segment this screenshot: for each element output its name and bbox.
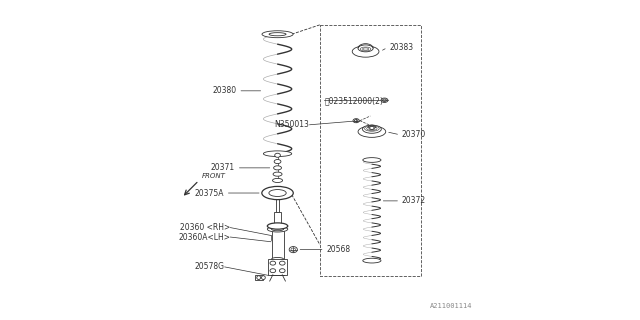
Ellipse shape [291,248,296,251]
Ellipse shape [363,158,381,162]
Ellipse shape [273,172,282,176]
Ellipse shape [352,46,379,57]
Ellipse shape [358,126,386,137]
Text: 20360A<LH>: 20360A<LH> [179,233,230,242]
Ellipse shape [363,258,381,263]
Ellipse shape [270,269,276,273]
Ellipse shape [257,276,260,279]
Ellipse shape [273,178,283,182]
Text: 20568: 20568 [326,245,351,254]
Ellipse shape [381,98,388,102]
Ellipse shape [383,99,387,101]
Ellipse shape [268,226,288,232]
Ellipse shape [271,228,284,231]
Ellipse shape [280,261,285,265]
FancyBboxPatch shape [255,275,263,280]
Text: 20360 <RH>: 20360 <RH> [180,223,230,232]
Ellipse shape [264,151,292,156]
Text: ⓝ023512000(2): ⓝ023512000(2) [324,96,383,105]
Ellipse shape [275,153,280,157]
Ellipse shape [269,33,286,36]
Text: 20372: 20372 [402,196,426,205]
Ellipse shape [362,125,381,133]
Ellipse shape [269,189,286,196]
Ellipse shape [274,166,282,170]
Text: 20380: 20380 [212,86,237,95]
Text: 20578G: 20578G [194,262,224,271]
Ellipse shape [271,258,284,260]
Ellipse shape [274,160,281,164]
Ellipse shape [289,246,298,253]
FancyBboxPatch shape [271,229,284,259]
Text: A211001114: A211001114 [430,303,472,309]
Ellipse shape [262,276,266,279]
Ellipse shape [355,120,358,122]
Ellipse shape [280,269,285,273]
FancyBboxPatch shape [276,195,279,212]
Ellipse shape [358,45,373,52]
Text: FRONT: FRONT [202,173,225,179]
FancyBboxPatch shape [268,259,287,275]
Ellipse shape [262,187,293,200]
FancyBboxPatch shape [275,212,281,228]
Text: 20371: 20371 [211,164,235,172]
Ellipse shape [262,31,293,38]
Text: 20375A: 20375A [195,188,224,197]
Ellipse shape [270,261,276,265]
Ellipse shape [353,119,359,123]
Text: N350013: N350013 [274,120,309,129]
Ellipse shape [268,223,288,229]
Ellipse shape [370,126,374,130]
Text: 20383: 20383 [389,43,413,52]
Text: 20370: 20370 [402,130,426,139]
